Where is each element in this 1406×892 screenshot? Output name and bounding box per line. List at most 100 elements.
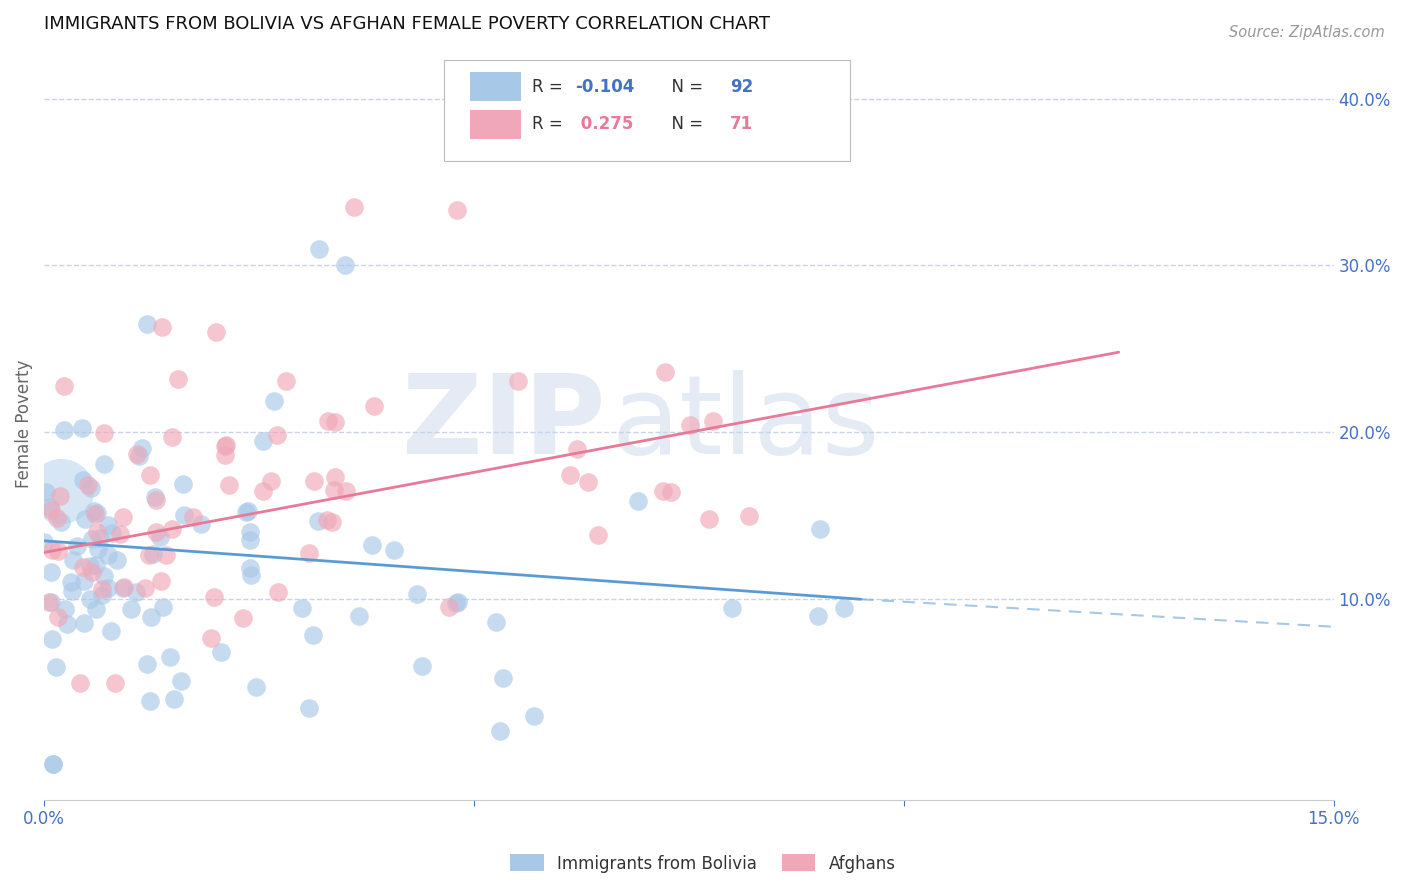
Point <box>89 531 111 545</box>
Point <box>86 524 108 539</box>
Point <box>93 425 115 440</box>
Point <box>38 595 60 609</box>
Point <box>84 602 107 616</box>
Point <box>738 508 761 523</box>
Point <box>170 673 193 688</box>
Point <box>697 512 720 526</box>
Point <box>39 502 62 516</box>
Point <box>298 546 321 560</box>
Point <box>65 539 87 553</box>
Point <box>807 609 830 624</box>
Point <box>41 757 63 772</box>
Text: 92: 92 <box>730 78 754 95</box>
Bar <box>470 72 522 101</box>
Point <box>291 601 314 615</box>
Point <box>576 475 599 489</box>
Text: IMMIGRANTS FROM BOLIVIA VS AFGHAN FEMALE POVERTY CORRELATION CHART: IMMIGRANTS FROM BOLIVIA VS AFGHAN FEMALE… <box>44 15 770 33</box>
Point <box>245 680 267 694</box>
Point <box>274 374 297 388</box>
Point <box>333 259 356 273</box>
Point <box>316 513 339 527</box>
Text: R =: R = <box>531 115 568 133</box>
Point <box>86 506 108 520</box>
Point <box>446 203 468 218</box>
Point <box>172 476 194 491</box>
Point <box>39 500 62 514</box>
Point <box>112 580 135 594</box>
Point <box>406 587 429 601</box>
Point <box>214 439 236 453</box>
Point <box>138 548 160 562</box>
Point <box>236 504 259 518</box>
Point <box>325 470 347 484</box>
Point <box>316 414 339 428</box>
Point <box>342 200 364 214</box>
Point <box>444 596 467 610</box>
Point <box>263 394 285 409</box>
Point <box>83 504 105 518</box>
Point <box>308 242 330 256</box>
Point <box>506 374 529 388</box>
Point <box>488 723 510 738</box>
Point <box>48 544 70 558</box>
Point <box>702 414 724 428</box>
Point <box>437 599 460 614</box>
Point <box>108 527 131 541</box>
Point <box>523 709 546 723</box>
Point <box>302 474 325 488</box>
Point <box>75 511 97 525</box>
Point <box>135 657 157 671</box>
Point <box>149 530 172 544</box>
Text: ZIP: ZIP <box>402 370 605 477</box>
Text: N =: N = <box>661 115 707 133</box>
Point <box>167 372 190 386</box>
Point <box>190 517 212 532</box>
Point <box>45 511 67 525</box>
Text: -0.104: -0.104 <box>575 78 634 95</box>
Point <box>150 574 173 588</box>
Point <box>145 492 167 507</box>
Point <box>104 675 127 690</box>
Point <box>142 547 165 561</box>
Point <box>200 631 222 645</box>
Point <box>39 595 62 609</box>
Point <box>51 515 73 529</box>
Point <box>101 526 124 541</box>
Point <box>586 528 609 542</box>
Point <box>80 565 103 579</box>
Point <box>492 671 515 685</box>
Point <box>238 561 260 575</box>
Legend: Immigrants from Bolivia, Afghans: Immigrants from Bolivia, Afghans <box>503 847 903 880</box>
Point <box>69 675 91 690</box>
Point <box>661 484 683 499</box>
Point <box>654 365 676 379</box>
Point <box>46 610 69 624</box>
Point <box>565 442 588 456</box>
Point <box>181 510 204 524</box>
Point <box>51 483 73 498</box>
Text: atlas: atlas <box>612 370 880 477</box>
Point <box>52 423 75 437</box>
Point <box>35 485 58 500</box>
Point <box>361 538 384 552</box>
Point <box>679 417 702 432</box>
Point <box>235 505 257 519</box>
Point <box>335 484 357 499</box>
Point <box>832 600 855 615</box>
Point <box>93 568 115 582</box>
Point <box>97 517 120 532</box>
Point <box>363 399 385 413</box>
Point <box>160 522 183 536</box>
Point <box>73 616 96 631</box>
Point <box>238 525 260 540</box>
Point <box>560 467 582 482</box>
Point <box>652 483 675 498</box>
FancyBboxPatch shape <box>444 60 851 161</box>
Text: R =: R = <box>531 78 568 95</box>
Point <box>111 581 134 595</box>
Point <box>39 566 62 580</box>
Point <box>84 507 107 521</box>
Point <box>79 558 101 573</box>
Point <box>41 632 63 646</box>
Point <box>411 659 433 673</box>
